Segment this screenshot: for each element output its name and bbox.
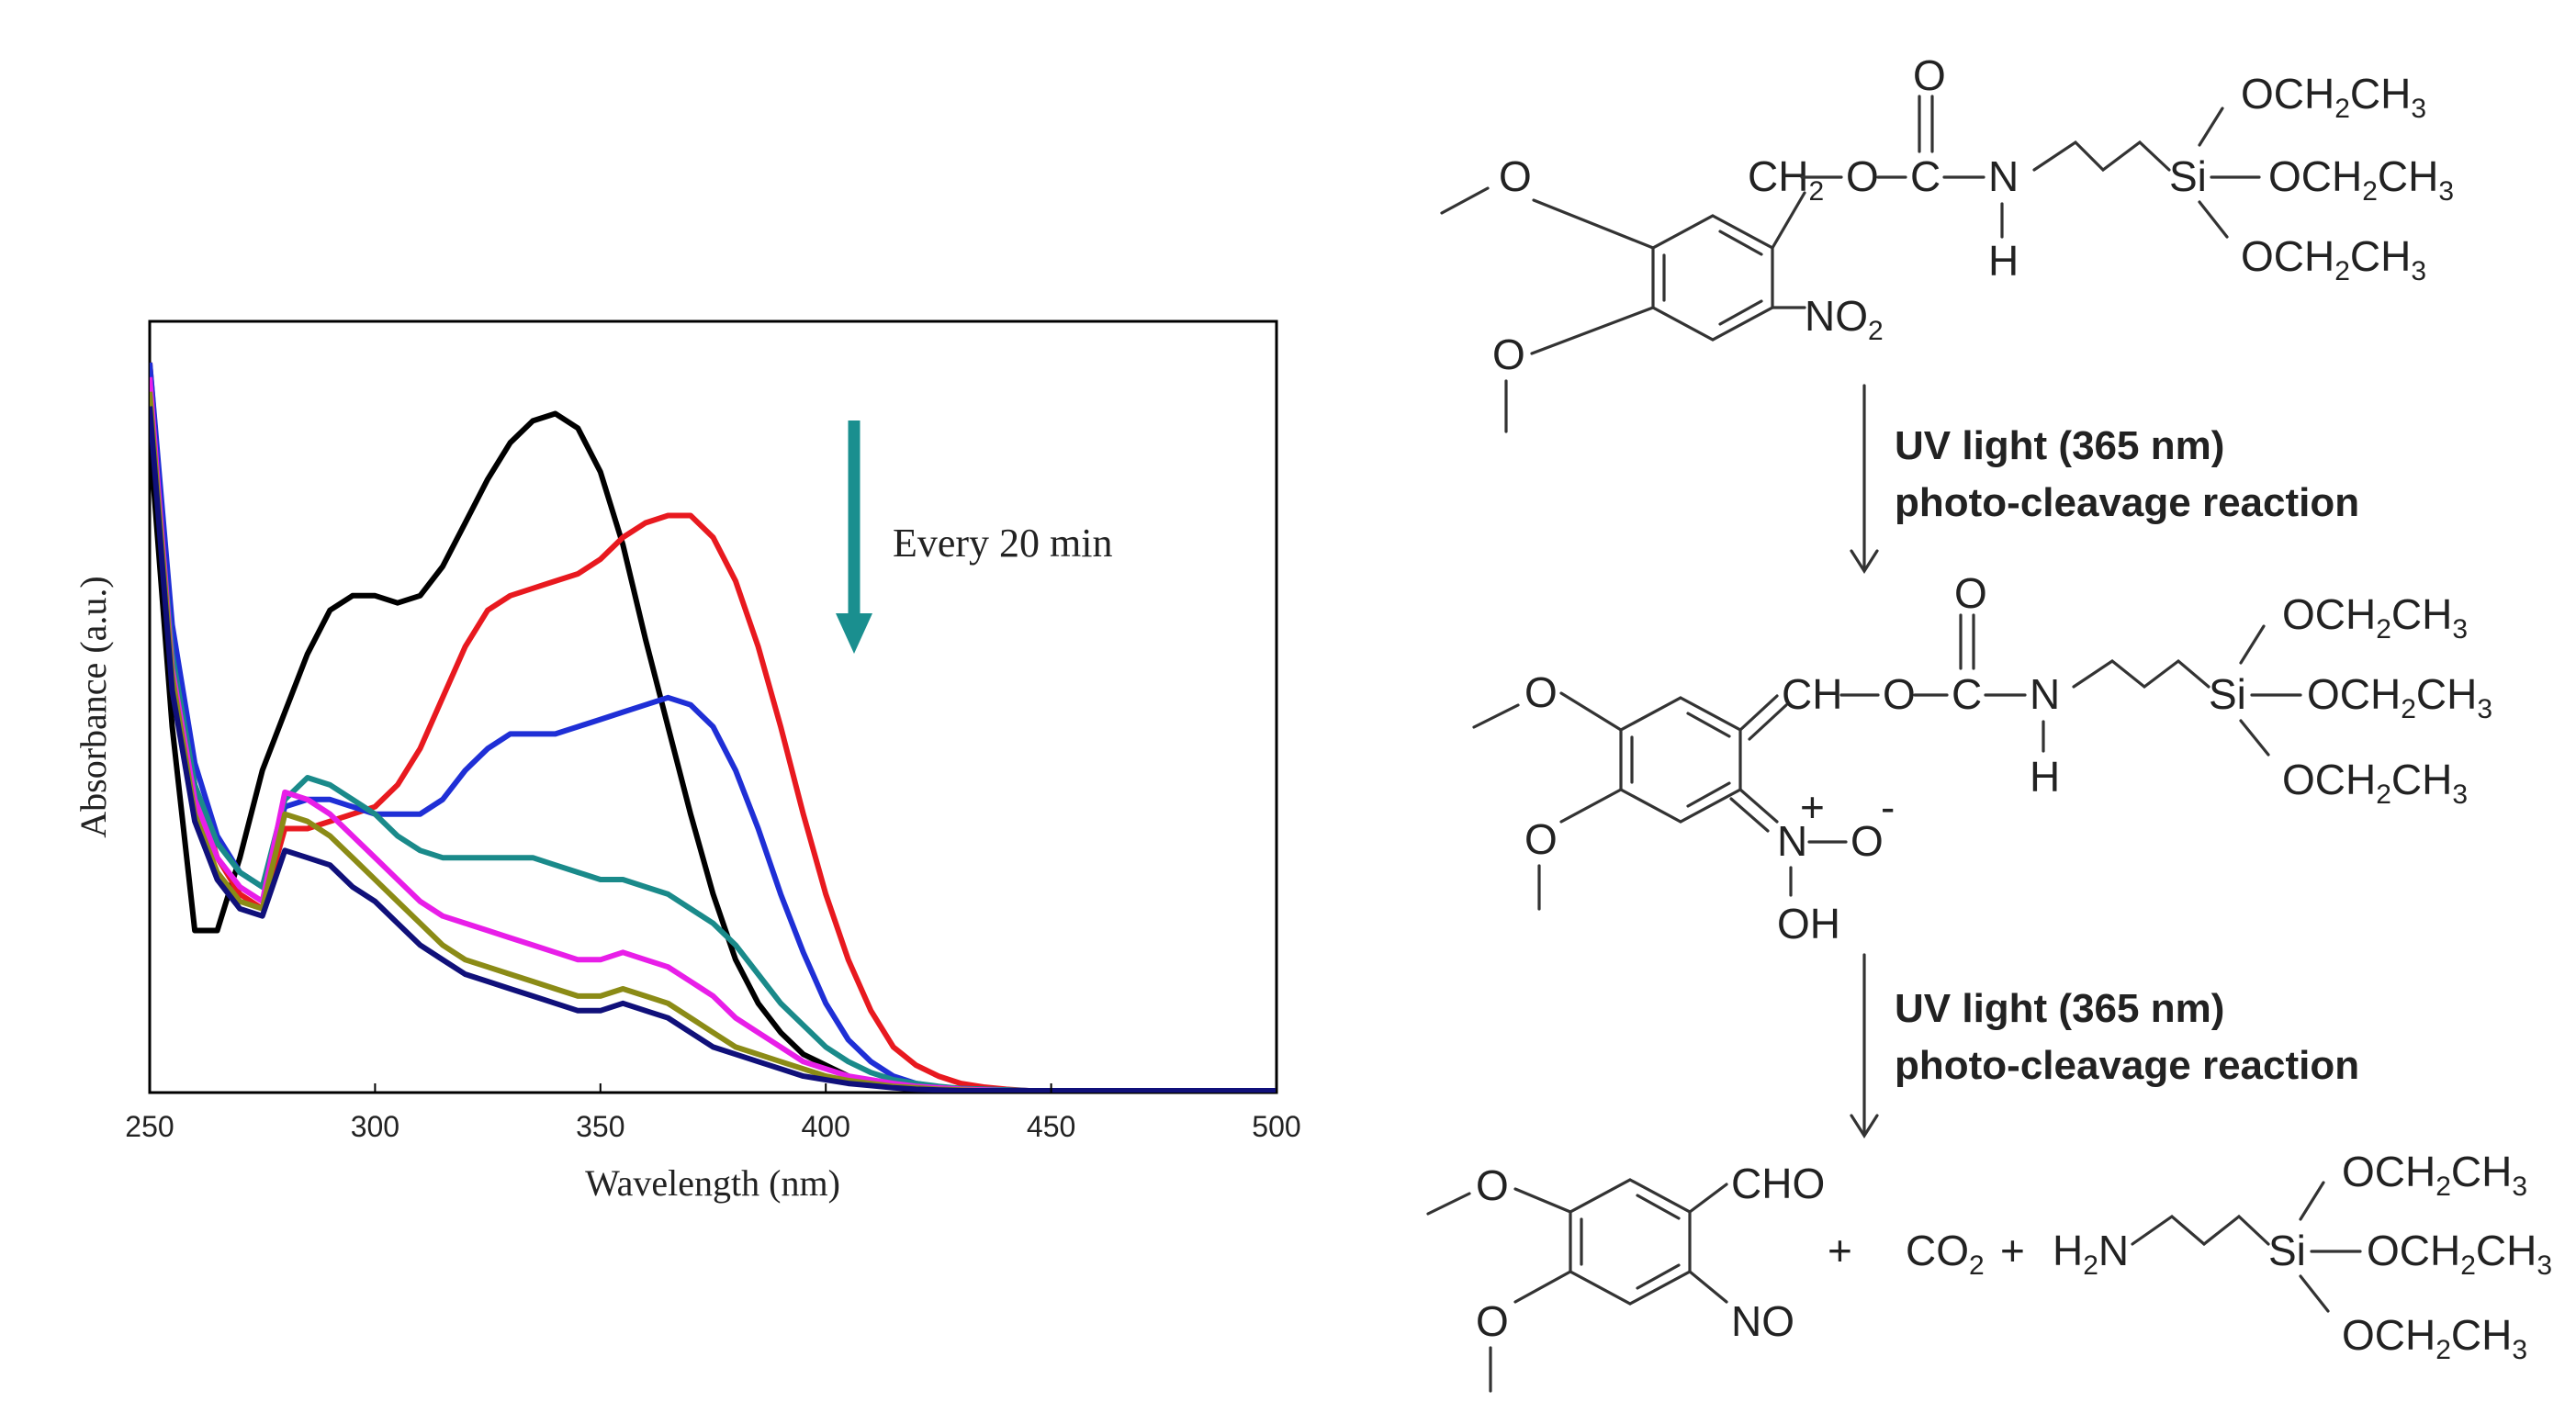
plus-sign-1: + (1828, 1227, 1852, 1274)
svg-text:N: N (1988, 152, 2019, 200)
x-tick-label: 400 (802, 1110, 850, 1143)
svg-text:H: H (1988, 237, 2019, 285)
svg-text:CH2: CH2 (1748, 152, 1824, 207)
svg-text:O: O (1913, 51, 1946, 99)
molecule-aci-nitro-intermediate: O O CH O C O N H Si OCH2CH3 OCH2CH3 (1472, 569, 2492, 947)
reaction-scheme: O O CH2 O C O N H Si OCH2CH3 OCH2CH3 (1426, 51, 2552, 1393)
svg-text:CH: CH (1782, 670, 1842, 718)
step1-condition-line1: UV light (365 nm) (1895, 423, 2224, 468)
svg-text:O: O (1492, 331, 1525, 378)
product-nitrosobenzaldehyde: O O CHO NO (1426, 1160, 1825, 1393)
x-tick-label: 300 (351, 1110, 399, 1143)
svg-text:N: N (1777, 817, 1807, 865)
plot-frame (148, 320, 1278, 1094)
svg-text:OCH2CH3: OCH2CH3 (2282, 590, 2468, 645)
svg-text:OCH2CH3: OCH2CH3 (2342, 1148, 2527, 1202)
step2-condition-line1: UV light (365 nm) (1895, 986, 2224, 1031)
series-layer (150, 362, 1277, 1093)
svg-text:O: O (1846, 152, 1879, 200)
svg-text:N: N (2030, 670, 2060, 718)
svg-text:C: C (1952, 670, 1982, 718)
svg-text:O: O (1524, 815, 1558, 863)
svg-text:OCH2CH3: OCH2CH3 (2342, 1311, 2527, 1365)
plus-sign-2: + (2000, 1227, 2025, 1274)
svg-text:OCH2CH3: OCH2CH3 (2241, 70, 2426, 124)
svg-text:O: O (1524, 668, 1558, 716)
step1-condition-line2: photo-cleavage reaction (1895, 480, 2359, 525)
svg-text:O: O (1883, 670, 1916, 718)
svg-text:O: O (1476, 1297, 1509, 1345)
svg-text:NO2: NO2 (1805, 292, 1884, 346)
molecule-nitrobenzyl-carbamate: O O CH2 O C O N H Si OCH2CH3 OCH2CH3 (1440, 51, 2454, 433)
x-tick-label: 500 (1252, 1110, 1300, 1143)
svg-text:-: - (1881, 783, 1895, 831)
svg-text:Si: Si (2268, 1227, 2306, 1274)
svg-text:O: O (1476, 1161, 1509, 1209)
reaction-arrow-2: UV light (365 nm) photo-cleavage reactio… (1850, 953, 2359, 1138)
x-tick-label: 450 (1027, 1110, 1075, 1143)
x-tick-label: 350 (576, 1110, 624, 1143)
svg-text:+: + (1800, 783, 1825, 831)
y-axis-label: Absorbance (a.u.) (73, 576, 114, 837)
svg-text:O: O (1954, 569, 1987, 617)
svg-text:Si: Si (2209, 670, 2246, 718)
svg-text:OCH2CH3: OCH2CH3 (2268, 152, 2454, 207)
product-aminopropyl-triethoxysilane: H2N Si OCH2CH3 OCH2CH3 OCH2CH3 (2053, 1148, 2552, 1365)
x-tick-label: 250 (125, 1110, 174, 1143)
svg-text:OH: OH (1777, 900, 1840, 947)
reaction-arrow-1: UV light (365 nm) photo-cleavage reactio… (1850, 384, 2359, 574)
svg-text:OCH2CH3: OCH2CH3 (2307, 670, 2492, 724)
time-arrow-annotation: Every 20 min (836, 420, 1113, 654)
series-line-7 (150, 406, 1277, 1093)
x-axis-ticks: 250 300 350 400 450 500 (125, 1083, 1301, 1143)
svg-text:CHO: CHO (1731, 1160, 1825, 1207)
step2-condition-line2: photo-cleavage reaction (1895, 1043, 2359, 1088)
x-axis-label: Wavelength (nm) (585, 1162, 840, 1204)
svg-text:O: O (1850, 817, 1884, 865)
absorbance-chart: 250 300 350 400 450 500 Wavelength (nm) Absor… (73, 320, 1301, 1204)
product-co2: CO2 (1906, 1227, 1985, 1281)
svg-text:O: O (1499, 152, 1532, 200)
svg-text:Si: Si (2169, 152, 2207, 200)
svg-text:H2N: H2N (2053, 1227, 2129, 1281)
down-arrow-icon (836, 613, 872, 654)
svg-text:NO: NO (1731, 1297, 1794, 1345)
svg-text:C: C (1910, 152, 1940, 200)
annotation-text: Every 20 min (893, 521, 1113, 566)
svg-text:H: H (2030, 753, 2060, 801)
svg-text:OCH2CH3: OCH2CH3 (2282, 756, 2468, 810)
svg-text:OCH2CH3: OCH2CH3 (2241, 232, 2426, 286)
svg-text:OCH2CH3: OCH2CH3 (2367, 1227, 2552, 1281)
